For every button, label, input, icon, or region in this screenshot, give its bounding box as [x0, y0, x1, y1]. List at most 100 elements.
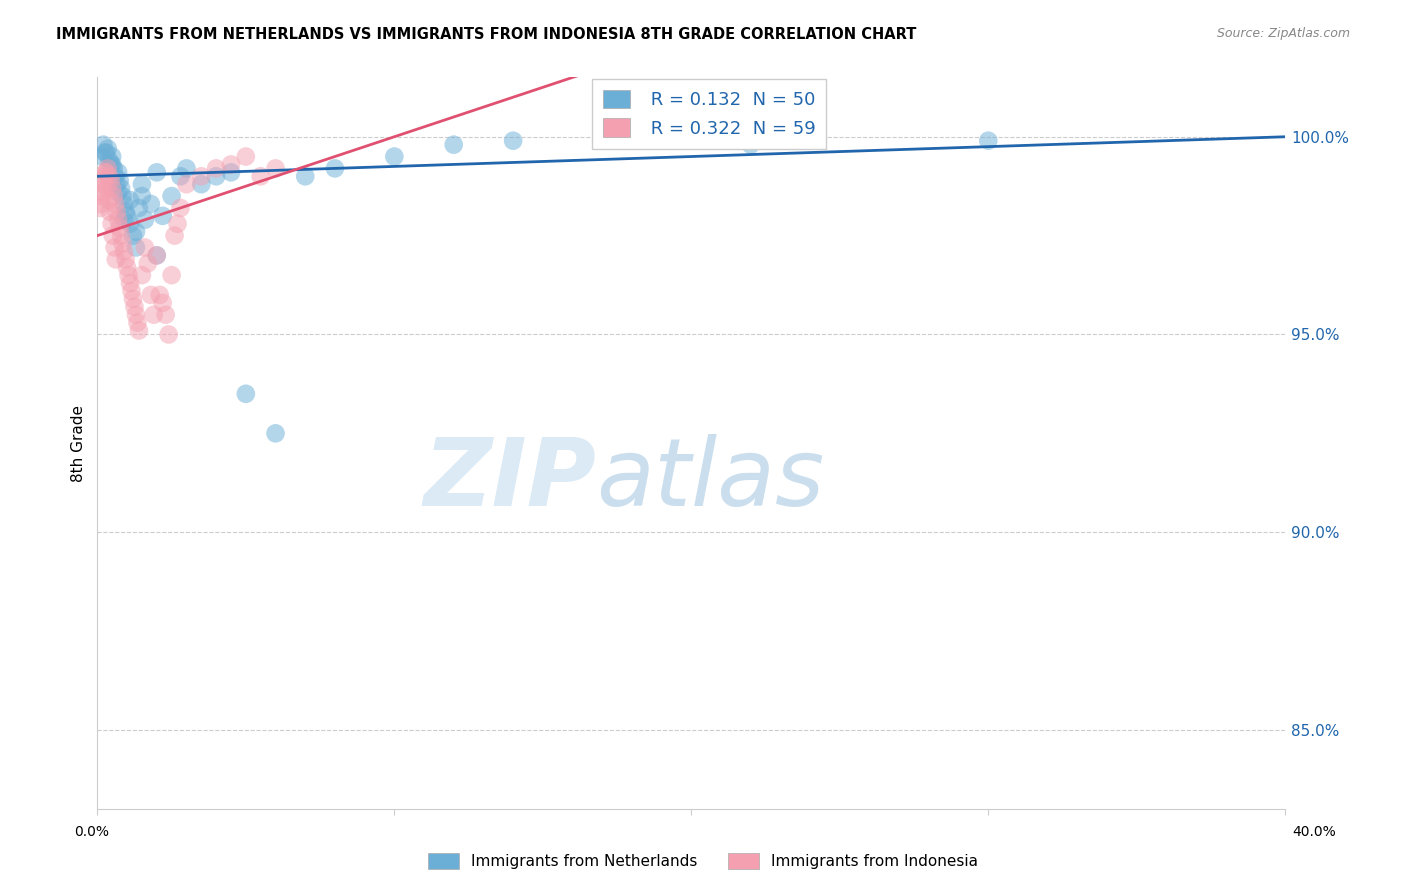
Point [124, 300, 146, 314]
Point [117, 268, 139, 282]
Point [122, 292, 145, 306]
Legend:  R = 0.132  N = 50,  R = 0.322  N = 59: R = 0.132 N = 50, R = 0.322 N = 59 [592, 79, 827, 149]
Point [100, 157, 122, 171]
Point [110, 228, 132, 243]
Point [108, 220, 131, 235]
Text: 40.0%: 40.0% [1292, 825, 1337, 839]
Point [107, 165, 129, 179]
Point [114, 205, 136, 219]
Point [166, 217, 188, 231]
Text: atlas: atlas [596, 434, 824, 525]
Point [103, 161, 125, 176]
Point [134, 212, 156, 227]
Point [105, 205, 128, 219]
Point [163, 228, 186, 243]
Point [155, 308, 177, 322]
Point [94, 145, 117, 160]
Point [94, 169, 117, 184]
Point [145, 248, 167, 262]
Point [443, 137, 465, 152]
Point [131, 178, 153, 192]
Point [96, 145, 118, 160]
Point [105, 178, 128, 192]
Point [101, 149, 124, 163]
Point [142, 308, 165, 322]
Point [100, 217, 122, 231]
Point [118, 217, 141, 231]
Point [90, 189, 112, 203]
Point [169, 201, 191, 215]
Point [107, 185, 129, 199]
Point [96, 181, 118, 195]
Point [90, 149, 112, 163]
Point [111, 236, 134, 251]
Point [91, 137, 114, 152]
Point [101, 228, 124, 243]
Point [111, 189, 134, 203]
Point [235, 386, 257, 401]
Point [127, 316, 149, 330]
Text: IMMIGRANTS FROM NETHERLANDS VS IMMIGRANTS FROM INDONESIA 8TH GRADE CORRELATION C: IMMIGRANTS FROM NETHERLANDS VS IMMIGRANT… [56, 27, 917, 42]
Point [103, 189, 125, 203]
Point [176, 178, 198, 192]
Point [104, 197, 127, 211]
Point [977, 134, 1000, 148]
Point [100, 173, 122, 187]
Point [190, 178, 212, 192]
Point [323, 161, 346, 176]
Point [264, 426, 287, 441]
Point [128, 201, 150, 215]
Point [112, 212, 135, 227]
Point [160, 268, 183, 282]
Point [502, 134, 524, 148]
Point [205, 169, 228, 184]
Point [112, 244, 135, 259]
Point [101, 157, 124, 171]
Point [114, 252, 136, 267]
Point [98, 169, 121, 184]
Point [121, 284, 143, 298]
Point [98, 153, 121, 168]
Text: 0.0%: 0.0% [75, 825, 108, 839]
Point [219, 157, 242, 171]
Point [131, 268, 153, 282]
Point [97, 161, 120, 176]
Point [131, 189, 153, 203]
Point [152, 209, 174, 223]
Point [264, 161, 287, 176]
Point [382, 149, 405, 163]
Point [169, 169, 191, 184]
Point [96, 165, 118, 179]
Point [145, 248, 167, 262]
Point [740, 137, 762, 152]
Point [98, 205, 121, 219]
Point [125, 308, 148, 322]
Point [115, 209, 138, 223]
Point [149, 288, 172, 302]
Point [97, 142, 120, 156]
Point [108, 173, 131, 187]
Point [128, 324, 150, 338]
Point [139, 288, 162, 302]
Point [104, 252, 127, 267]
Point [91, 178, 114, 192]
Point [157, 327, 180, 342]
Point [205, 161, 228, 176]
Text: Source: ZipAtlas.com: Source: ZipAtlas.com [1216, 27, 1350, 40]
Point [115, 260, 138, 275]
Point [101, 181, 124, 195]
Point [235, 149, 257, 163]
Point [97, 193, 120, 207]
Y-axis label: 8th Grade: 8th Grade [72, 405, 86, 482]
Point [134, 240, 156, 254]
Point [125, 225, 148, 239]
Point [118, 193, 141, 207]
Point [176, 161, 198, 176]
Point [136, 256, 159, 270]
Point [249, 169, 271, 184]
Point [620, 129, 643, 144]
Point [122, 228, 145, 243]
Point [219, 165, 242, 179]
Point [160, 189, 183, 203]
Point [103, 240, 125, 254]
